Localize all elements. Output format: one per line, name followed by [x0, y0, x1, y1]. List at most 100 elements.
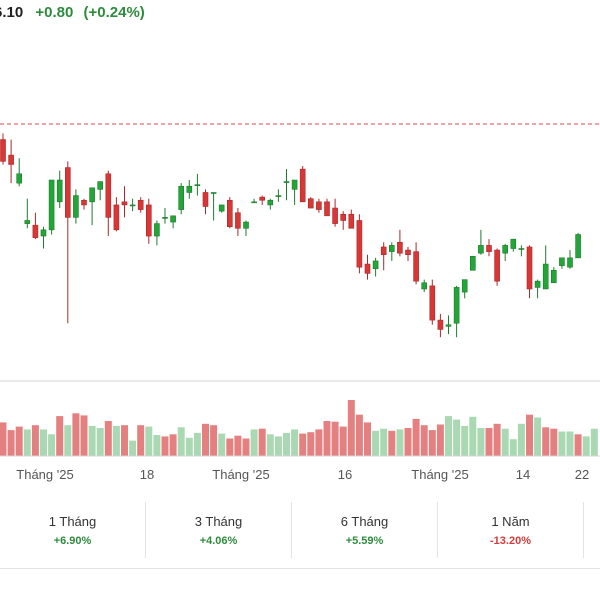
- candle-body: [445, 324, 452, 327]
- candle: [429, 279, 436, 325]
- x-tick-label: Tháng '25: [411, 467, 468, 482]
- candle-body: [405, 249, 411, 256]
- candle-body: [267, 199, 274, 206]
- performance-cell[interactable]: 1 Năm -13.20%: [438, 502, 584, 558]
- volume-bar: [56, 416, 64, 456]
- candle: [89, 187, 95, 226]
- candlestick-chart[interactable]: Tháng '25 18 Tháng '25 16 Tháng '25 14 22: [0, 0, 600, 500]
- candle-body: [65, 167, 71, 218]
- candle-body: [316, 201, 322, 210]
- x-tick-label: 16: [338, 467, 352, 482]
- candle: [550, 267, 557, 284]
- volume-bar: [145, 426, 153, 456]
- candle: [154, 220, 160, 246]
- volume-bar: [234, 435, 242, 456]
- candle: [559, 257, 565, 269]
- candle: [526, 245, 533, 299]
- performance-cell[interactable]: 6 Tháng +5.59%: [292, 502, 438, 558]
- candle-body: [469, 255, 476, 271]
- volume-bar: [485, 428, 493, 456]
- candle-body: [129, 204, 136, 207]
- volume-bar: [7, 430, 15, 456]
- volume-bar: [104, 421, 112, 456]
- volume-bar: [88, 425, 96, 456]
- volume-bar: [590, 428, 598, 456]
- volume-bar: [582, 436, 590, 456]
- candle-body: [421, 282, 428, 290]
- candle-body: [259, 196, 266, 201]
- volume-bar: [283, 432, 290, 456]
- candle-body: [437, 319, 444, 330]
- candle-body: [534, 280, 541, 288]
- candle: [445, 315, 452, 335]
- candle-body: [364, 263, 371, 274]
- candle: [8, 139, 14, 184]
- candle-body: [162, 217, 168, 219]
- candle-body: [170, 215, 176, 223]
- volume-bar: [550, 428, 558, 456]
- volume-bar: [185, 437, 193, 456]
- candle-body: [518, 248, 525, 250]
- candle: [105, 170, 112, 237]
- candle: [259, 195, 266, 205]
- candle-body: [526, 246, 533, 290]
- candle-body: [97, 181, 103, 190]
- candle: [453, 285, 460, 338]
- candle-body: [413, 251, 419, 282]
- candle-body: [275, 195, 282, 197]
- candle-body: [40, 229, 47, 237]
- performance-label: 1 Tháng: [48, 513, 97, 529]
- volume-bar: [129, 440, 137, 456]
- performance-cell[interactable]: 3 Tháng +4.06%: [146, 502, 292, 558]
- volume-bar: [477, 428, 485, 456]
- volume-bar: [339, 426, 347, 456]
- candle-body: [0, 139, 6, 162]
- volume-bar: [412, 418, 420, 456]
- performance-cell[interactable]: 1 Tháng +6.90%: [0, 502, 146, 558]
- candle: [486, 239, 492, 257]
- candle: [469, 255, 476, 271]
- volume-bar: [161, 436, 169, 456]
- candle-body: [324, 201, 330, 217]
- candle-body: [194, 184, 201, 186]
- volume-bar: [331, 421, 339, 456]
- performance-strip: 1 Tháng +6.90% 3 Tháng +4.06% 6 Tháng +5.59% 1…: [0, 502, 600, 558]
- volume-bar: [388, 430, 396, 456]
- volume-bar: [226, 438, 234, 456]
- candle: [227, 197, 233, 229]
- candle-body: [89, 187, 95, 203]
- candle: [56, 170, 63, 209]
- candle: [0, 133, 6, 165]
- candle-body: [8, 154, 14, 165]
- candle: [299, 166, 306, 203]
- volume-bar: [509, 439, 517, 456]
- candle: [405, 246, 411, 261]
- volume-bar: [315, 429, 323, 456]
- x-axis-ticks: Tháng '25 18 Tháng '25 16 Tháng '25 14 22: [16, 467, 589, 482]
- volume-bar: [64, 425, 72, 456]
- price-change-percent: (+0.24%): [83, 4, 145, 21]
- candle: [186, 180, 193, 199]
- performance-value: +5.59%: [345, 534, 384, 547]
- volume-bar: [31, 425, 39, 456]
- volume-bar: [493, 423, 501, 456]
- volume-bar: [15, 426, 23, 456]
- candle-body: [186, 185, 193, 193]
- volume-bar: [299, 433, 307, 456]
- candle: [32, 212, 39, 240]
- candle: [113, 197, 120, 232]
- x-tick-label: 22: [575, 467, 589, 482]
- volume-bar: [96, 428, 104, 456]
- candle-body: [453, 287, 460, 324]
- volume-bar: [469, 416, 477, 456]
- candle: [421, 279, 428, 293]
- candle: [65, 161, 71, 324]
- candle-body: [575, 234, 581, 259]
- volume-bar: [121, 425, 128, 456]
- candle: [502, 243, 509, 261]
- candle-body: [486, 245, 492, 252]
- candle-body: [332, 207, 338, 224]
- candle-body: [243, 221, 249, 229]
- volume-bar: [169, 434, 177, 456]
- volume-bar: [193, 432, 201, 456]
